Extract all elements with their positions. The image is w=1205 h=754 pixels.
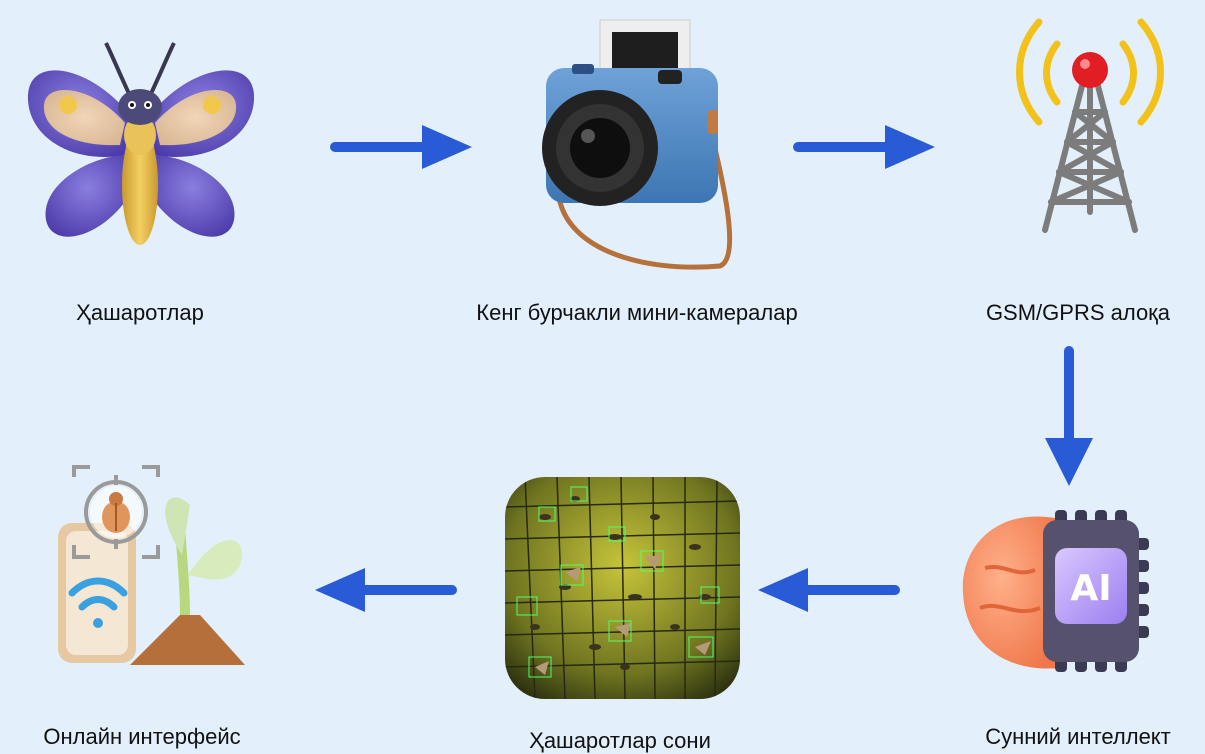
label-online: Онлайн интерфейс [43,724,241,749]
radio-tower-icon [1005,12,1175,242]
label-ai: Сунний интеллект [985,724,1171,749]
arrow-right-icon [330,125,475,169]
phone-plant-scan-icon [50,465,250,675]
butterfly-icon [20,35,260,255]
arrow-right-icon [793,125,938,169]
label-gsm: GSM/GPRS алоқа [985,300,1171,325]
ai-chip-text: AI [1070,568,1111,609]
arrow-left-icon [312,568,457,612]
label-insects: Ҳашаротлар [76,300,204,325]
camera-icon [540,18,740,273]
ai-chip-brain-icon: AI [955,508,1155,678]
arrow-down-icon [1045,346,1093,488]
label-camera: Кенг бурчакли мини-камералар [476,300,798,325]
insect-trap-photo [505,477,740,699]
label-count: Ҳашаротлар сони [529,728,711,753]
arrow-left-icon [755,568,900,612]
